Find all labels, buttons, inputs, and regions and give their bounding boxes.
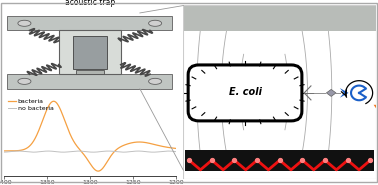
Text: ATR-element: ATR-element: [74, 99, 123, 108]
FancyBboxPatch shape: [185, 150, 374, 171]
Polygon shape: [340, 88, 349, 98]
FancyBboxPatch shape: [59, 31, 121, 74]
Circle shape: [149, 78, 162, 84]
FancyBboxPatch shape: [7, 16, 172, 31]
Text: acoustic trap: acoustic trap: [65, 0, 115, 7]
FancyBboxPatch shape: [183, 5, 376, 31]
Polygon shape: [376, 114, 378, 120]
Circle shape: [149, 20, 162, 26]
FancyBboxPatch shape: [188, 65, 302, 121]
Polygon shape: [373, 105, 378, 110]
Circle shape: [18, 20, 31, 26]
FancyBboxPatch shape: [76, 70, 104, 74]
Polygon shape: [377, 78, 378, 82]
FancyBboxPatch shape: [73, 36, 107, 69]
FancyBboxPatch shape: [7, 74, 172, 89]
Circle shape: [18, 78, 31, 84]
Polygon shape: [376, 64, 378, 69]
Polygon shape: [326, 89, 336, 96]
Legend: bacteria, no bacteria: bacteria, no bacteria: [7, 97, 55, 112]
Text: E. coli: E. coli: [229, 87, 262, 97]
